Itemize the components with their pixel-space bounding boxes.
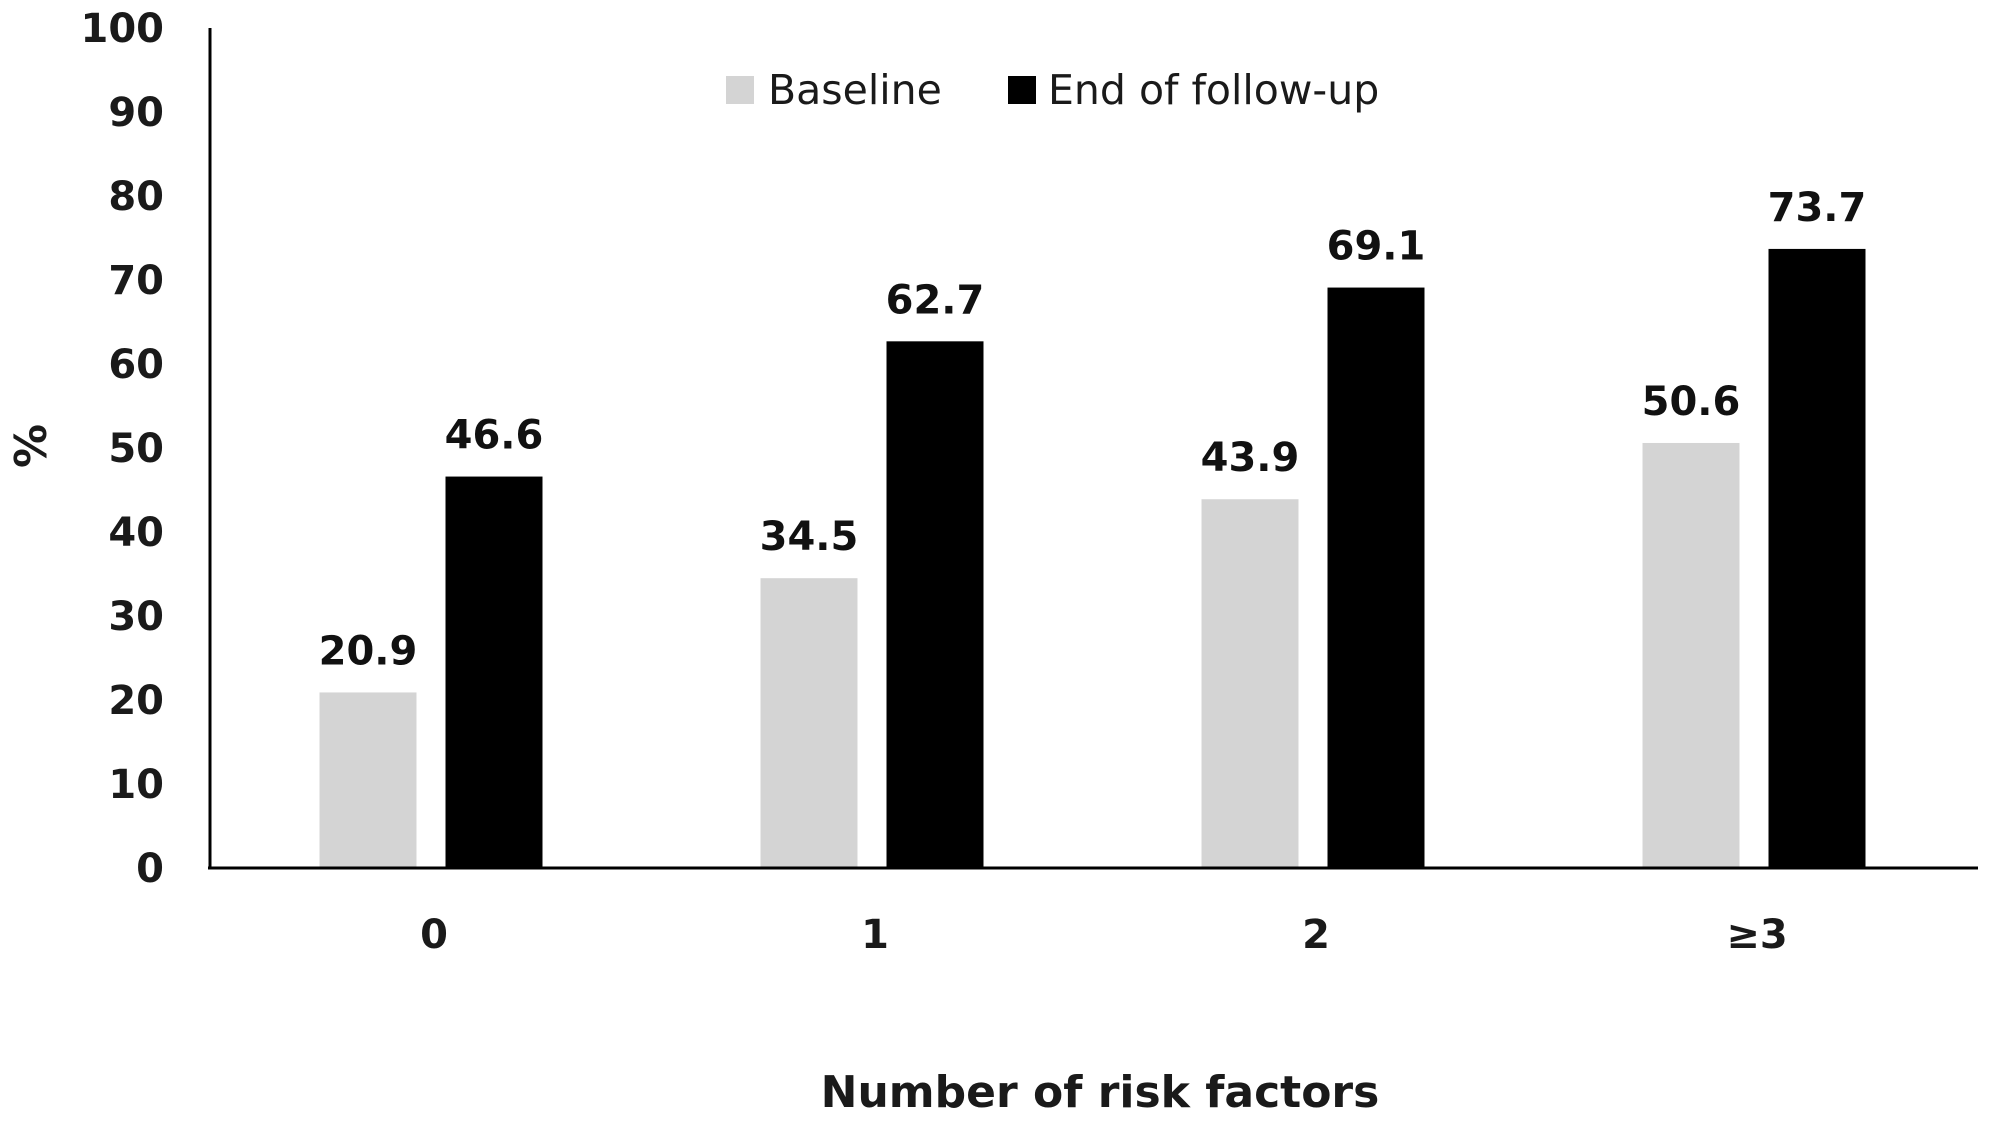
data-label-baseline: 20.9 <box>319 628 418 674</box>
bar-baseline <box>1201 499 1299 868</box>
bar-end-of-follow-up <box>445 476 543 868</box>
bar-end-of-follow-up <box>1327 287 1425 868</box>
y-tick-label: 100 <box>81 6 165 52</box>
y-tick-label: 90 <box>108 90 164 136</box>
y-tick-label: 20 <box>108 678 164 724</box>
legend: Baseline End of follow-up <box>726 66 1379 114</box>
bar-end-of-follow-up <box>886 341 984 868</box>
data-label-end-of-follow-up: 73.7 <box>1768 185 1867 231</box>
x-tick-label: 0 <box>420 912 448 958</box>
x-tick-label: ≥3 <box>1726 912 1787 958</box>
legend-label-end-of-follow-up: End of follow-up <box>1048 66 1379 114</box>
data-label-baseline: 34.5 <box>760 514 859 560</box>
y-tick-label: 60 <box>108 342 164 388</box>
y-tick-label: 30 <box>108 594 164 640</box>
data-label-end-of-follow-up: 69.1 <box>1327 224 1426 270</box>
data-label-end-of-follow-up: 46.6 <box>445 413 544 459</box>
data-labels: 20.9 34.5 43.9 50.6 46.6 62.7 69.1 73.7 <box>319 185 1867 675</box>
x-tick-label: 1 <box>861 912 889 958</box>
data-label-baseline: 50.6 <box>1642 379 1741 425</box>
y-tick-label: 80 <box>108 174 164 220</box>
y-axis-title: % <box>6 424 57 468</box>
x-axis-categories: 0 1 2 ≥3 <box>420 912 1788 958</box>
y-tick-label: 0 <box>136 846 164 892</box>
y-tick-label: 70 <box>108 258 164 304</box>
data-label-end-of-follow-up: 62.7 <box>886 277 985 323</box>
legend-swatch-baseline <box>726 76 754 104</box>
bar-baseline <box>319 692 417 868</box>
bar-baseline <box>760 578 858 868</box>
x-tick-label: 2 <box>1302 912 1330 958</box>
legend-label-baseline: Baseline <box>768 66 942 114</box>
bars <box>319 248 1866 869</box>
data-label-baseline: 43.9 <box>1201 435 1300 481</box>
bar-end-of-follow-up <box>1768 248 1866 869</box>
y-tick-label: 50 <box>108 426 164 472</box>
x-axis-title: Number of risk factors <box>821 1067 1380 1118</box>
y-tick-label: 40 <box>108 510 164 556</box>
bar-baseline <box>1642 442 1740 868</box>
legend-swatch-end-of-follow-up <box>1008 76 1036 104</box>
y-axis-ticks: 0 10 20 30 40 50 60 70 80 90 100 <box>81 6 165 892</box>
y-tick-label: 10 <box>108 762 164 808</box>
